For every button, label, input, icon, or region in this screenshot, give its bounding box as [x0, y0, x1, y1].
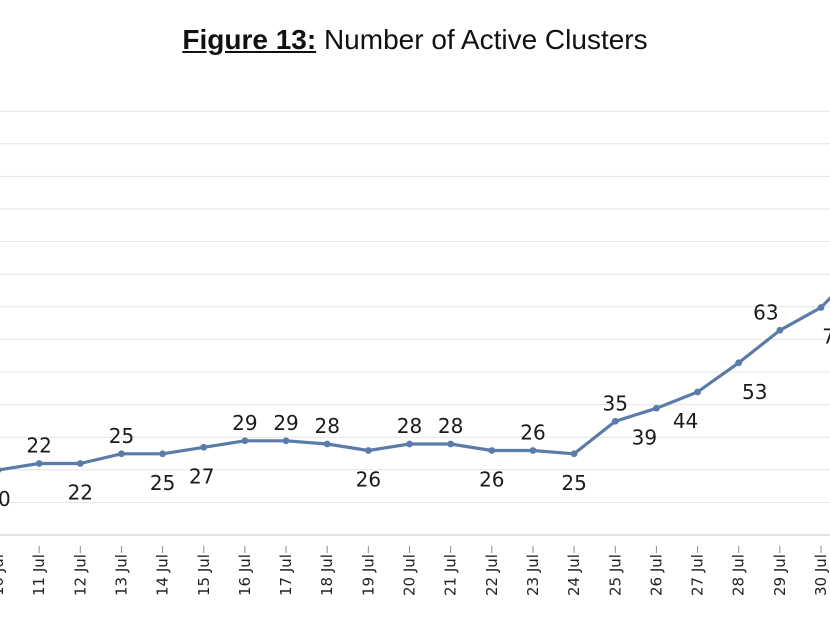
- x-tick-label: 23 Jul: [524, 554, 542, 596]
- data-point: [200, 443, 208, 451]
- data-label: 63: [753, 300, 778, 324]
- x-tick-label: 14 Jul: [154, 554, 172, 596]
- data-point: [570, 450, 578, 458]
- x-tick-label: 13 Jul: [112, 554, 130, 596]
- data-label: 27: [189, 464, 214, 488]
- title-text: Number of Active Clusters: [323, 24, 648, 55]
- data-point: [241, 437, 249, 445]
- data-point: [653, 404, 660, 412]
- data-point: [694, 388, 701, 396]
- x-tick-label: 30 Jul: [812, 554, 830, 596]
- x-tick-label: 25 Jul: [606, 554, 624, 596]
- data-label: 25: [109, 424, 134, 448]
- data-point: [611, 417, 619, 425]
- data-label: 29: [273, 411, 298, 435]
- data-point: [406, 440, 413, 448]
- x-tick-label: 28 Jul: [730, 554, 748, 596]
- chart-title: Figure 13: Number of Active Clusters: [0, 24, 830, 56]
- data-point: [529, 447, 537, 454]
- data-point: [364, 447, 372, 454]
- x-tick-label: 11 Jul: [30, 554, 48, 596]
- data-label: 20: [0, 487, 11, 511]
- series-layer: [0, 295, 830, 473]
- data-label: 22: [26, 434, 51, 458]
- data-point: [0, 467, 2, 473]
- x-tick-label: 10 Jul: [0, 554, 7, 596]
- x-tick-label: 17 Jul: [277, 554, 295, 596]
- data-point: [776, 326, 784, 334]
- data-point: [447, 440, 455, 448]
- data-label: 29: [232, 411, 257, 435]
- data-point: [159, 450, 167, 458]
- data-label: 25: [561, 471, 586, 495]
- x-tick-label: 20 Jul: [401, 554, 419, 596]
- data-point: [282, 437, 290, 445]
- data-label: 25: [150, 471, 175, 495]
- data-label: 53: [742, 380, 767, 404]
- x-tick-label: 15 Jul: [195, 554, 213, 596]
- x-tick-label: 27 Jul: [689, 554, 707, 596]
- data-label: 39: [632, 425, 657, 449]
- x-axis: 10 Jul 11 Jul 12 Jul 13 Jul 14 Jul 15 Jul 16 J…: [0, 546, 830, 596]
- data-point: [817, 304, 825, 311]
- x-tick-label: 18 Jul: [318, 554, 336, 596]
- x-tick-label: 19 Jul: [359, 554, 377, 596]
- data-label: 35: [603, 391, 628, 415]
- x-tick-label: 12 Jul: [71, 554, 89, 596]
- x-tick-label: 24 Jul: [565, 554, 583, 596]
- x-tick-label: 26 Jul: [647, 554, 665, 596]
- x-tick-label: 29 Jul: [771, 554, 789, 596]
- data-label: 26: [520, 421, 545, 445]
- x-tick-label: 22 Jul: [483, 554, 501, 596]
- data-label: 70: [822, 325, 830, 349]
- data-label: 28: [314, 414, 339, 438]
- data-label: 26: [356, 468, 381, 492]
- data-label: 44: [673, 409, 698, 433]
- gridlines: [0, 110, 830, 536]
- data-point: [323, 440, 331, 448]
- x-tick-label: 21 Jul: [442, 554, 460, 596]
- data-point: [735, 359, 743, 367]
- data-label: 28: [397, 414, 422, 438]
- data-label: 28: [438, 414, 463, 438]
- data-point: [35, 460, 43, 467]
- data-point: [118, 450, 125, 458]
- data-label: 22: [68, 481, 93, 505]
- data-point: [488, 447, 496, 454]
- data-label: 26: [479, 468, 504, 492]
- series-line: [0, 295, 830, 472]
- x-tick-label: 16 Jul: [236, 554, 254, 596]
- figure-number: Figure 13:: [182, 24, 317, 55]
- data-point: [76, 460, 84, 467]
